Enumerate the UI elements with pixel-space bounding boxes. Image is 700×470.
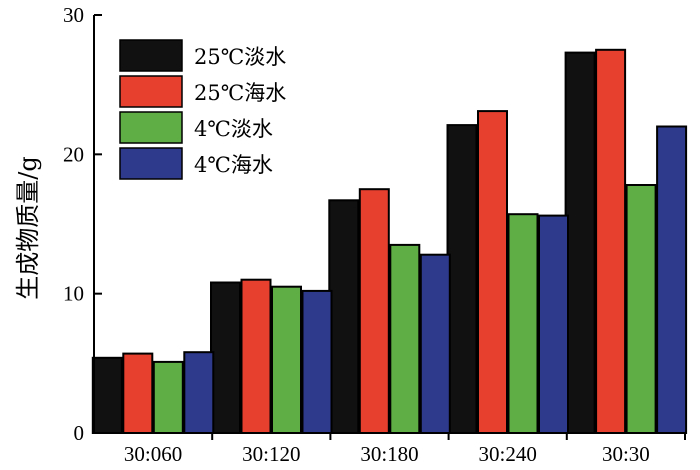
bar-s2-c1 [271,285,302,435]
bar-s0-c1 [210,281,241,434]
bar-s1-c4 [595,48,627,435]
bar-s1-c2 [358,188,390,434]
bar-s1-c3 [477,110,508,434]
bar-s3-c1 [301,289,333,434]
bar-s3-c4 [656,125,688,434]
legend-label-2: 4℃淡水 [194,117,273,141]
x-tick-label-0: 30:060 [124,442,182,466]
x-tick-label-3: 30:240 [479,442,537,466]
y-axis-title: 生成物质量/g [14,156,42,299]
x-ticks-layer: 30:060 30:120 30:180 30:240 30:30 [124,433,686,466]
bar-s2-c3 [507,213,539,434]
y-tick-label-3: 30 [63,3,84,27]
bar-s2-c4 [625,184,657,434]
bars-layer [91,48,688,435]
x-tick-label-1: 30:120 [242,442,300,466]
bar-s3-c2 [419,253,451,434]
bar-s2-c0 [152,360,184,434]
x-tick-label-4: 30:30 [602,442,650,466]
bar-s1-c0 [122,352,154,435]
legend-swatch-2 [119,111,183,144]
bar-s2-c2 [389,243,421,434]
legend-label-0: 25℃淡水 [194,45,286,69]
bar-s0-c2 [328,199,360,434]
bar-s1-c1 [240,278,272,435]
legend-label-1: 25℃海水 [194,81,286,105]
legend-swatch-3 [119,147,183,180]
y-tick-label-2: 20 [63,142,84,166]
legend-swatch-0 [119,39,183,72]
y-ticks-layer: 0 10 20 30 [63,3,102,445]
legend-label-3: 4℃海水 [194,153,273,177]
bar-s3-c3 [538,214,569,434]
y-tick-label-0: 0 [74,421,85,445]
legend-swatch-1 [119,75,183,108]
bar-s0-c4 [564,51,596,434]
bar-s3-c0 [183,351,215,435]
legend: 25℃淡水 25℃海水 4℃淡水 4℃海水 [119,39,286,180]
y-tick-label-1: 10 [63,282,84,306]
axes-layer [93,15,685,434]
bar-s0-c0 [91,356,123,434]
bar-s0-c3 [446,124,478,434]
x-tick-label-2: 30:180 [360,442,418,466]
